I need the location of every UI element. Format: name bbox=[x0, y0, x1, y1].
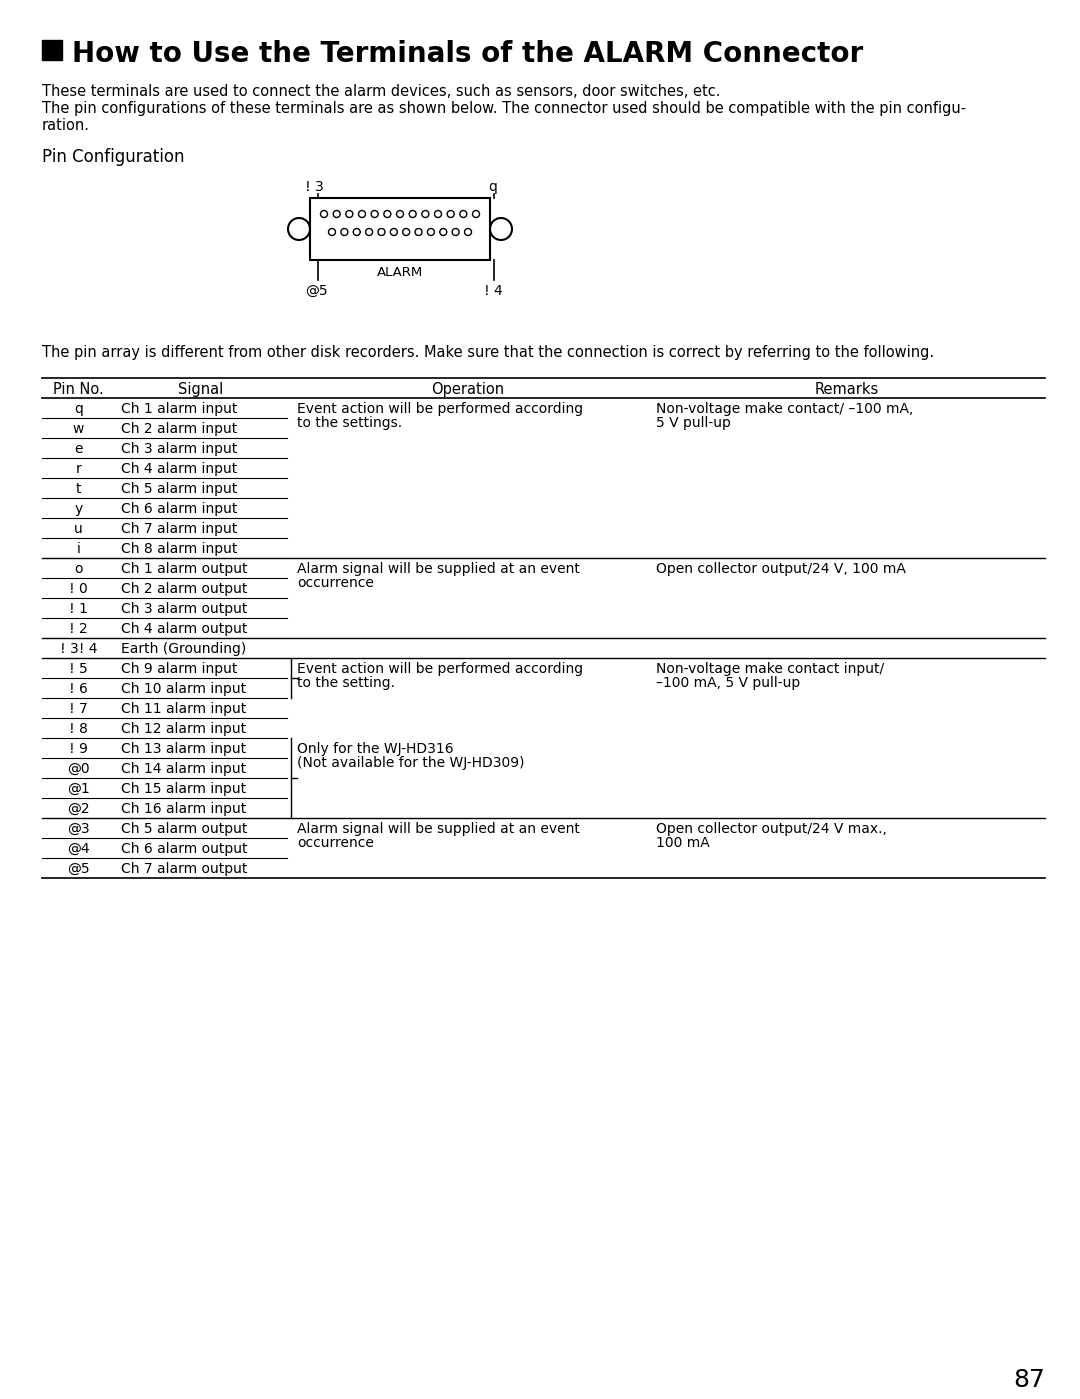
Bar bbox=[42, 41, 62, 60]
Text: Open collector output/24 V, 100 mA: Open collector output/24 V, 100 mA bbox=[656, 562, 906, 576]
Text: occurrence: occurrence bbox=[297, 837, 374, 851]
Text: Ch 1 alarm input: Ch 1 alarm input bbox=[121, 402, 238, 416]
Text: w: w bbox=[72, 422, 84, 436]
Text: ! 4: ! 4 bbox=[484, 284, 503, 298]
Text: Event action will be performed according: Event action will be performed according bbox=[297, 402, 583, 416]
Text: o: o bbox=[75, 562, 83, 576]
Text: to the settings.: to the settings. bbox=[297, 416, 402, 429]
Text: Ch 16 alarm input: Ch 16 alarm input bbox=[121, 802, 246, 816]
Text: Remarks: Remarks bbox=[814, 382, 879, 397]
Text: Operation: Operation bbox=[431, 382, 504, 397]
Text: Ch 1 alarm output: Ch 1 alarm output bbox=[121, 562, 247, 576]
Text: Ch 5 alarm output: Ch 5 alarm output bbox=[121, 823, 247, 837]
Text: Ch 15 alarm input: Ch 15 alarm input bbox=[121, 782, 246, 796]
Text: Ch 13 alarm input: Ch 13 alarm input bbox=[121, 741, 246, 755]
Text: ! 0: ! 0 bbox=[69, 582, 87, 596]
Text: occurrence: occurrence bbox=[297, 576, 374, 590]
Bar bbox=[310, 199, 490, 260]
Text: Ch 6 alarm input: Ch 6 alarm input bbox=[121, 502, 238, 516]
Text: @5: @5 bbox=[67, 862, 90, 876]
Text: Pin Configuration: Pin Configuration bbox=[42, 148, 185, 166]
Text: Open collector output/24 V max.,: Open collector output/24 V max., bbox=[656, 823, 887, 837]
Text: @3: @3 bbox=[67, 823, 90, 837]
Text: Alarm signal will be supplied at an event: Alarm signal will be supplied at an even… bbox=[297, 562, 580, 576]
Text: Ch 3 alarm input: Ch 3 alarm input bbox=[121, 442, 238, 456]
Text: –100 mA, 5 V pull-up: –100 mA, 5 V pull-up bbox=[656, 676, 800, 690]
Text: Ch 6 alarm output: Ch 6 alarm output bbox=[121, 842, 247, 856]
Text: Earth (Grounding): Earth (Grounding) bbox=[121, 642, 246, 656]
Text: 100 mA: 100 mA bbox=[656, 837, 710, 851]
Text: ! 3: ! 3 bbox=[305, 180, 324, 194]
Text: Non-voltage make contact input/: Non-voltage make contact input/ bbox=[656, 662, 885, 676]
Text: i: i bbox=[77, 541, 80, 555]
Text: Ch 7 alarm output: Ch 7 alarm output bbox=[121, 862, 247, 876]
Text: ration.: ration. bbox=[42, 118, 90, 133]
Text: Ch 12 alarm input: Ch 12 alarm input bbox=[121, 722, 246, 736]
Text: ! 1: ! 1 bbox=[69, 602, 87, 616]
Text: Non-voltage make contact/ –100 mA,: Non-voltage make contact/ –100 mA, bbox=[656, 402, 914, 416]
Text: 87: 87 bbox=[1013, 1368, 1045, 1392]
Text: Pin No.: Pin No. bbox=[53, 382, 104, 397]
Text: Signal: Signal bbox=[178, 382, 224, 397]
Text: Ch 3 alarm output: Ch 3 alarm output bbox=[121, 602, 247, 616]
Text: ! 7: ! 7 bbox=[69, 702, 87, 716]
Text: 5 V pull-up: 5 V pull-up bbox=[656, 416, 731, 429]
Text: Only for the WJ-HD316: Only for the WJ-HD316 bbox=[297, 741, 454, 755]
Text: Ch 2 alarm output: Ch 2 alarm output bbox=[121, 582, 247, 596]
Text: Ch 14 alarm input: Ch 14 alarm input bbox=[121, 762, 246, 776]
Text: Ch 8 alarm input: Ch 8 alarm input bbox=[121, 541, 238, 555]
Text: How to Use the Terminals of the ALARM Connector: How to Use the Terminals of the ALARM Co… bbox=[72, 41, 863, 69]
Text: ! 5: ! 5 bbox=[69, 662, 87, 676]
Text: Ch 4 alarm output: Ch 4 alarm output bbox=[121, 623, 247, 637]
Text: @2: @2 bbox=[67, 802, 90, 816]
Text: Event action will be performed according: Event action will be performed according bbox=[297, 662, 583, 676]
Text: The pin array is different from other disk recorders. Make sure that the connect: The pin array is different from other di… bbox=[42, 346, 934, 360]
Text: Ch 2 alarm input: Ch 2 alarm input bbox=[121, 422, 238, 436]
Text: Ch 4 alarm input: Ch 4 alarm input bbox=[121, 462, 238, 476]
Text: to the setting.: to the setting. bbox=[297, 676, 395, 690]
Text: @0: @0 bbox=[67, 762, 90, 776]
Text: Ch 9 alarm input: Ch 9 alarm input bbox=[121, 662, 238, 676]
Text: y: y bbox=[75, 502, 83, 516]
Text: @1: @1 bbox=[67, 782, 90, 796]
Text: q: q bbox=[488, 180, 497, 194]
Text: ! 2: ! 2 bbox=[69, 623, 87, 637]
Text: Ch 5 alarm input: Ch 5 alarm input bbox=[121, 483, 238, 497]
Text: These terminals are used to connect the alarm devices, such as sensors, door swi: These terminals are used to connect the … bbox=[42, 84, 720, 99]
Text: @4: @4 bbox=[67, 842, 90, 856]
Text: @5: @5 bbox=[305, 284, 327, 298]
Text: q: q bbox=[75, 402, 83, 416]
Text: ! 3! 4: ! 3! 4 bbox=[59, 642, 97, 656]
Text: e: e bbox=[75, 442, 83, 456]
Text: ! 9: ! 9 bbox=[69, 741, 87, 755]
Text: u: u bbox=[75, 522, 83, 536]
Text: Ch 11 alarm input: Ch 11 alarm input bbox=[121, 702, 246, 716]
Text: (Not available for the WJ-HD309): (Not available for the WJ-HD309) bbox=[297, 755, 525, 769]
Text: The pin configurations of these terminals are as shown below. The connector used: The pin configurations of these terminal… bbox=[42, 101, 967, 116]
Text: Alarm signal will be supplied at an event: Alarm signal will be supplied at an even… bbox=[297, 823, 580, 837]
Text: ! 8: ! 8 bbox=[69, 722, 87, 736]
Text: r: r bbox=[76, 462, 81, 476]
Text: Ch 10 alarm input: Ch 10 alarm input bbox=[121, 681, 246, 695]
Text: Ch 7 alarm input: Ch 7 alarm input bbox=[121, 522, 238, 536]
Text: ! 6: ! 6 bbox=[69, 681, 87, 695]
Text: t: t bbox=[76, 483, 81, 497]
Text: ALARM: ALARM bbox=[377, 266, 423, 278]
